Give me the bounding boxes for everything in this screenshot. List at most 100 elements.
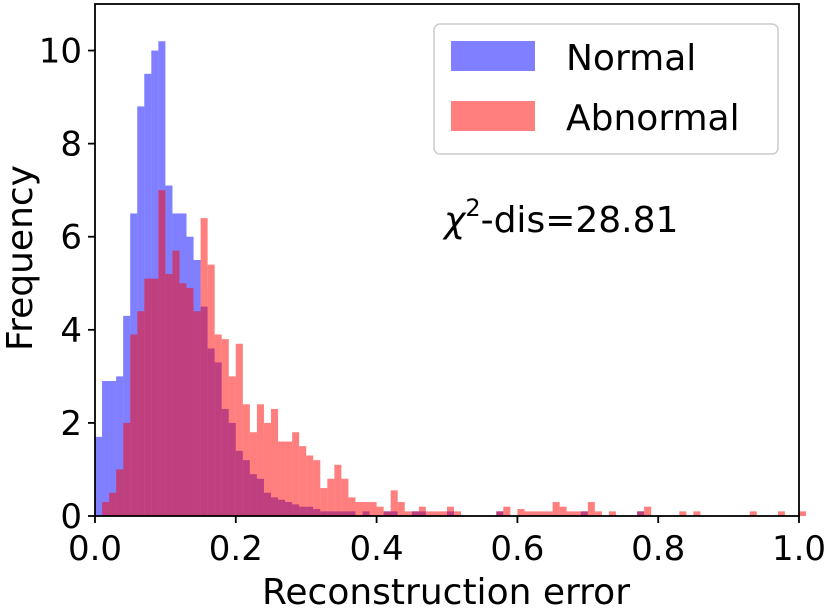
abnormal-bar [327, 478, 335, 516]
abnormal-bar [221, 339, 229, 516]
y-tick-label: 2 [60, 404, 82, 444]
abnormal-bar [447, 506, 455, 516]
abnormal-bar [207, 264, 215, 516]
abnormal-bar [278, 441, 286, 516]
abnormal-bar [334, 464, 342, 516]
abnormal-bar [517, 509, 525, 516]
abnormal-bar [228, 376, 236, 516]
abnormal-bar [137, 311, 145, 516]
normal-bar [123, 315, 131, 516]
abnormal-bar [594, 511, 602, 516]
legend-label-normal: Normal [566, 38, 696, 79]
abnormal-bar [179, 283, 187, 516]
x-tick-label: 0.0 [68, 529, 122, 569]
abnormal-bar [151, 278, 159, 516]
y-tick-label: 10 [39, 32, 82, 72]
abnormal-bar [777, 511, 785, 516]
abnormal-bar [439, 511, 447, 516]
abnormal-bar [235, 343, 243, 516]
abnormal-bar [566, 511, 574, 516]
abnormal-bar [313, 460, 321, 516]
legend-swatch-normal [451, 41, 535, 71]
abnormal-bar [369, 502, 377, 516]
annotation-superscript: 2 [465, 194, 480, 222]
abnormal-series-bars [102, 190, 807, 517]
normal-bar [95, 436, 103, 516]
abnormal-bar [130, 334, 138, 516]
abnormal-bar [299, 446, 307, 516]
abnormal-bar [242, 404, 250, 516]
abnormal-bar [200, 218, 208, 517]
y-tick-label: 0 [60, 497, 82, 537]
x-axis-label: Reconstruction error [262, 572, 630, 613]
abnormal-bar [348, 497, 356, 516]
abnormal-bar [116, 469, 124, 516]
abnormal-bar [799, 511, 807, 516]
legend: Normal Abnormal [433, 23, 779, 155]
y-tick-label: 6 [60, 218, 82, 258]
abnormal-bar [256, 404, 264, 516]
abnormal-bar [454, 511, 462, 516]
annotation-chi-symbol: χ [442, 200, 467, 241]
abnormal-bar [679, 511, 687, 516]
x-tick-label: 0.8 [631, 529, 685, 569]
abnormal-bar [383, 511, 391, 516]
abnormal-bar [552, 502, 560, 516]
abnormal-bar [158, 190, 166, 516]
y-axis-ticks: 0 2 4 6 8 10 [39, 32, 95, 537]
abnormal-bar [306, 455, 314, 516]
abnormal-bar [418, 506, 426, 516]
abnormal-bar [573, 511, 581, 516]
abnormal-bar [271, 408, 279, 516]
normal-bar [102, 381, 110, 516]
abnormal-bar [531, 511, 539, 516]
abnormal-bar [559, 506, 567, 516]
abnormal-bar [102, 502, 110, 516]
x-tick-label: 0.2 [209, 529, 263, 569]
abnormal-bar [608, 511, 616, 516]
abnormal-bar [355, 502, 363, 516]
abnormal-bar [397, 502, 405, 516]
abnormal-bar [214, 334, 222, 516]
abnormal-bar [587, 502, 595, 516]
y-axis-label: Frequency [0, 165, 41, 351]
abnormal-bar [749, 511, 757, 516]
abnormal-bar [172, 250, 180, 516]
abnormal-bar [341, 478, 349, 516]
abnormal-bar [538, 511, 546, 516]
abnormal-bar [411, 511, 419, 516]
abnormal-bar [580, 511, 588, 516]
x-tick-label: 0.6 [490, 529, 544, 569]
abnormal-bar [545, 511, 553, 516]
abnormal-bar [693, 511, 701, 516]
normal-bar [116, 376, 124, 516]
abnormal-bar [376, 506, 384, 516]
abnormal-bar [390, 490, 398, 516]
x-axis-ticks: 0.0 0.2 0.4 0.6 0.8 1.0 [68, 516, 826, 569]
abnormal-bar [320, 488, 328, 516]
plot-frame [94, 3, 800, 517]
abnormal-bar [425, 511, 433, 516]
abnormal-bar [186, 287, 194, 516]
x-tick-label: 0.4 [350, 529, 404, 569]
abnormal-bar [193, 311, 201, 516]
abnormal-bar [432, 511, 440, 516]
abnormal-bar [644, 506, 652, 516]
abnormal-bar [249, 432, 257, 516]
abnormal-bar [496, 511, 504, 516]
chi-square-distance-annotation: χ2-dis=28.81 [442, 194, 678, 241]
x-tick-label: 1.0 [772, 529, 826, 569]
abnormal-bar [503, 506, 511, 516]
legend-swatch-abnormal [451, 101, 535, 131]
abnormal-bar [404, 511, 412, 516]
y-tick-label: 8 [60, 125, 82, 165]
abnormal-bar [524, 511, 532, 516]
abnormal-bar [263, 422, 271, 516]
abnormal-bar [165, 273, 173, 516]
legend-label-abnormal: Abnormal [566, 98, 740, 139]
normal-bar [109, 381, 117, 516]
abnormal-bar [292, 432, 300, 516]
abnormal-bar [144, 278, 152, 516]
y-tick-label: 4 [60, 311, 82, 351]
